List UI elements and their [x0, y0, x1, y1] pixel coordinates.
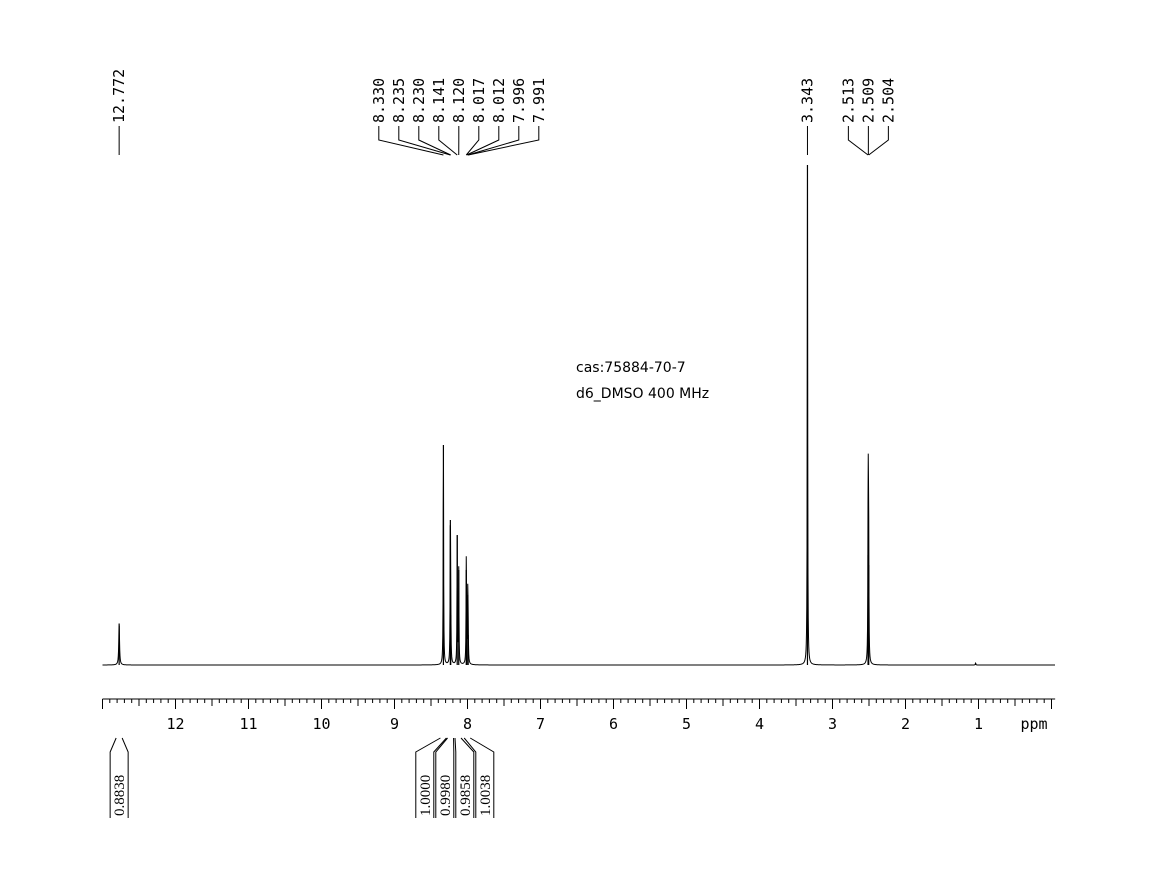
integral-bracket-left	[454, 737, 457, 818]
integral-bracket-right	[469, 737, 495, 818]
peak-label: 2.504	[879, 78, 897, 123]
integral-value: 0.8838	[112, 775, 128, 816]
peak-label-leader	[465, 126, 480, 156]
integral-value: 0.9980	[438, 775, 454, 816]
peak-label: 3.343	[798, 78, 816, 123]
x-axis: 12 11 10 9 8 7 6 5 4 3 2 1 ppm	[102, 698, 1056, 733]
integral-value: 1.0000	[418, 775, 434, 816]
spectrum-trace	[102, 176, 1055, 666]
peak-label-leader	[378, 126, 444, 156]
peak-label: 8.120	[450, 78, 468, 123]
x-tick-label: 9	[390, 715, 399, 733]
peak-labels: 12.772 8.330 8.235 8.230 8.141 8.120 8.017 8.01…	[110, 69, 897, 156]
peak-label: 2.509	[859, 78, 877, 123]
x-tick-label: 11	[239, 715, 257, 733]
integral-bracket-right	[460, 737, 475, 818]
spectrum-plot	[102, 165, 1055, 666]
integral-bracket-left	[435, 737, 448, 818]
x-tick-label: 8	[463, 715, 472, 733]
peak-label-leader	[847, 126, 869, 156]
peak-label: 8.012	[490, 78, 508, 123]
peak-label-leader	[418, 126, 451, 156]
integral-value: 0.9858	[458, 775, 474, 816]
peak-label-leader	[398, 126, 451, 156]
peak-label-leader	[868, 126, 889, 156]
integral-bracket-left	[109, 737, 117, 818]
x-tick-label: 7	[536, 715, 545, 733]
peak-label: 8.141	[430, 78, 448, 123]
x-tick-label: 4	[755, 715, 764, 733]
peak-label: 2.513	[839, 78, 857, 123]
x-tick-label: 3	[828, 715, 837, 733]
peak-label: 12.772	[110, 69, 128, 123]
integral-bracket-right	[433, 737, 447, 818]
peak-label-leader	[468, 126, 540, 156]
peak-label-leader	[438, 126, 458, 156]
x-tick-label: 12	[166, 715, 184, 733]
x-tick-label: 2	[901, 715, 910, 733]
x-tick-label: 10	[312, 715, 330, 733]
x-tick-label: 6	[609, 715, 618, 733]
annotation-solvent-frequency: d6_DMSO 400 MHz	[576, 386, 709, 402]
x-tick-label: 5	[682, 715, 691, 733]
x-tick-label: 1	[974, 715, 983, 733]
peak-label-leader	[466, 126, 500, 156]
peak-label: 8.330	[370, 78, 388, 123]
peak-label: 8.017	[470, 78, 488, 123]
integral-bracket-left	[463, 737, 477, 818]
annotation-cas: cas:75884-70-7	[576, 360, 686, 376]
peak-label: 8.235	[390, 78, 408, 123]
peak-label: 7.991	[530, 78, 548, 123]
peak-label: 8.230	[410, 78, 428, 123]
integral-value: 1.0038	[478, 775, 494, 816]
integral-bracket-right	[121, 737, 129, 818]
peak-label: 7.996	[510, 78, 528, 123]
integral-bracket-left	[415, 737, 441, 818]
peak-label-leader	[467, 126, 520, 156]
integrals: 0.8838 1.0000 0.9980 0.9858 1.0038	[109, 737, 495, 818]
x-axis-label: ppm	[1020, 715, 1047, 733]
